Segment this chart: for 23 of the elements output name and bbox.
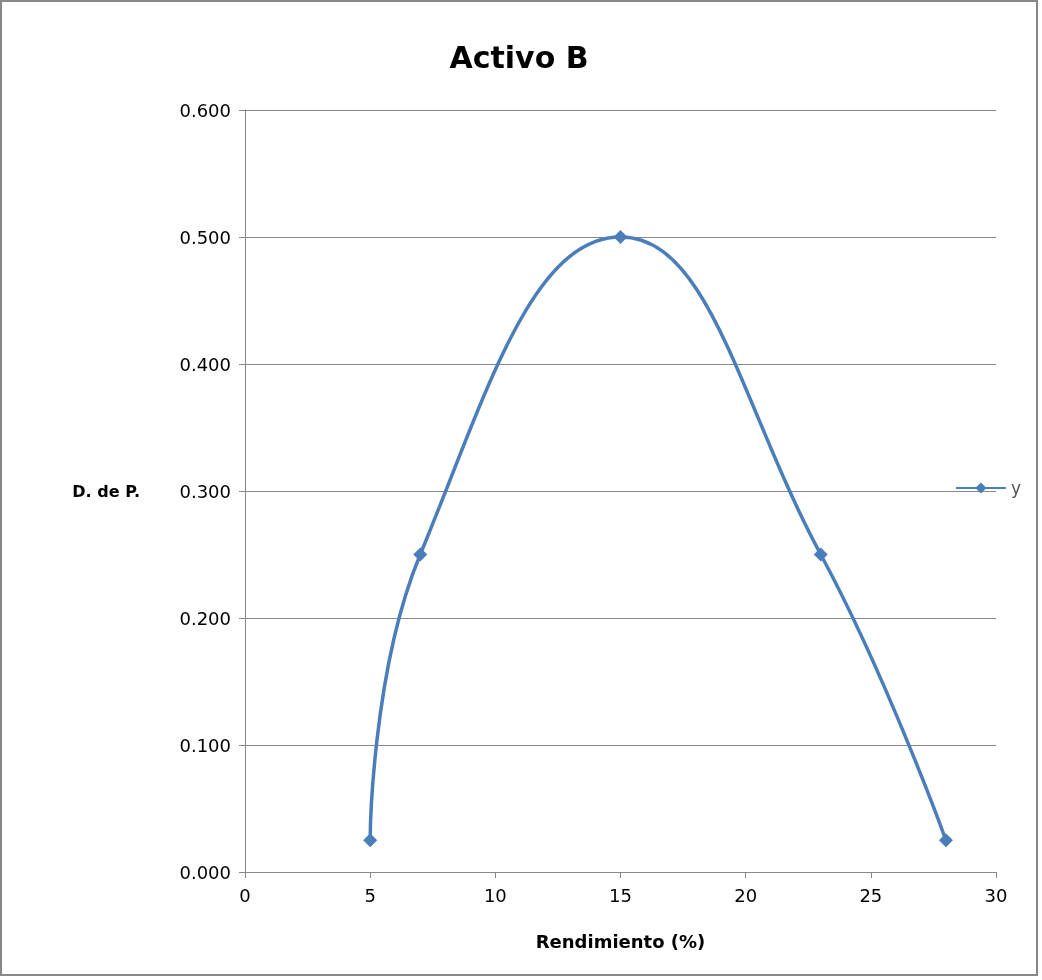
y-tick-label: 0.500 (179, 226, 231, 248)
x-axis-title: Rendimiento (%) (535, 930, 706, 952)
point (363, 833, 378, 848)
chart-title: Activo B (449, 39, 589, 75)
x-tick-label: 30 (984, 884, 1008, 906)
y-tick-label: 0.100 (179, 734, 231, 756)
y-tick-label: 0.300 (179, 480, 231, 502)
y-tick-label: 0.600 (179, 99, 231, 121)
point (938, 833, 953, 848)
point (813, 547, 828, 562)
legend-label: y (1010, 478, 1021, 498)
y-tick-label: 0.400 (179, 353, 231, 375)
x-tick-label: 15 (609, 884, 632, 906)
y-tick-label: 0.200 (179, 607, 231, 629)
x-tick-label: 5 (364, 884, 376, 906)
point (613, 230, 628, 244)
x-tick-label: 25 (859, 884, 883, 906)
x-tick-label: 20 (734, 884, 758, 906)
y-axis-title: D. de P. (72, 481, 140, 501)
y-tick-label: 0.000 (179, 861, 231, 883)
point (413, 547, 428, 562)
x-tick-label: 10 (483, 884, 507, 906)
x-tick-label: 0 (239, 884, 251, 906)
